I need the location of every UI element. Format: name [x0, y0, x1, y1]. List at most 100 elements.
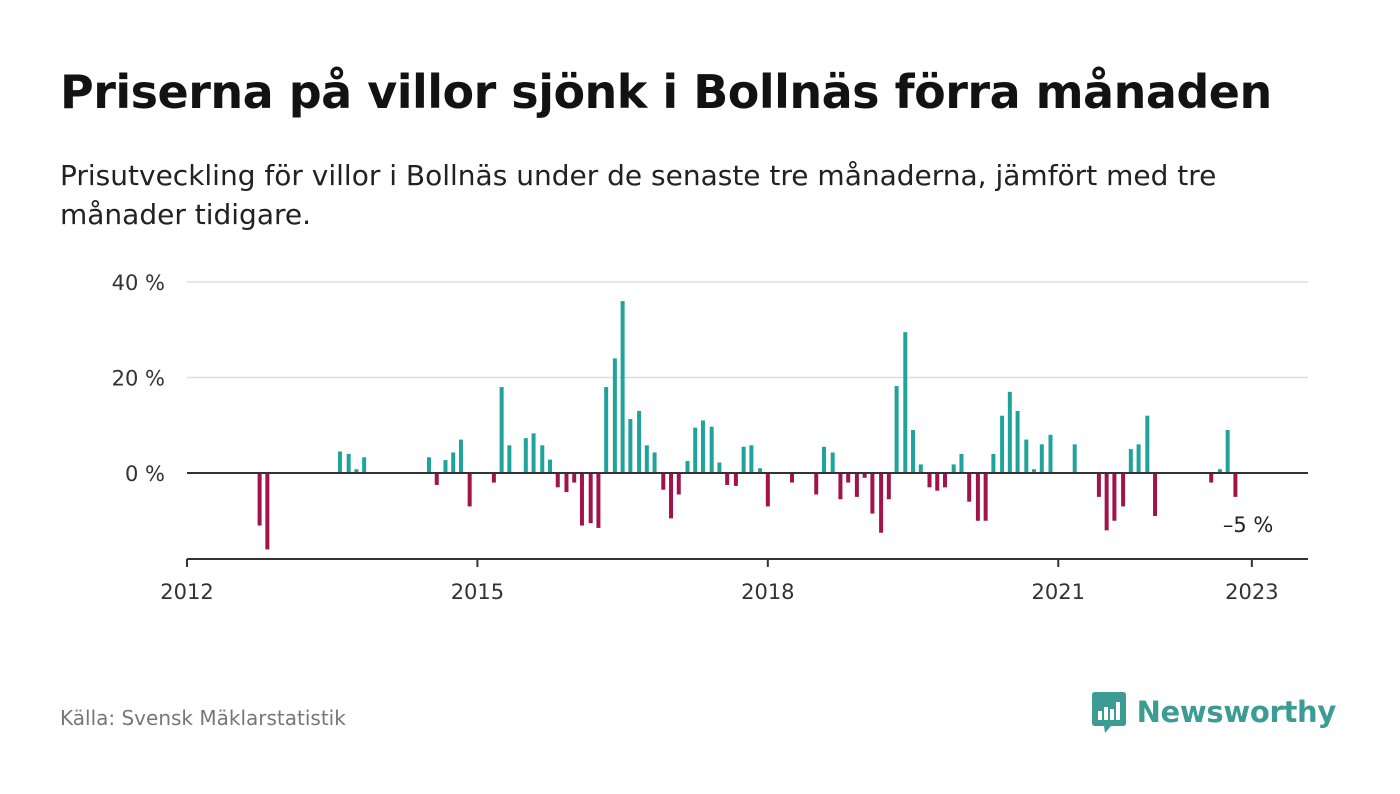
bar — [612, 358, 617, 473]
bar — [765, 473, 770, 507]
bar — [693, 427, 698, 473]
y-axis-ticks: 0 % 20 % 40 % — [112, 271, 165, 486]
bar — [854, 473, 859, 497]
x-tick-label: 2023 — [1225, 580, 1278, 604]
brand-logo[interactable]: Newsworthy — [1091, 690, 1336, 734]
bar — [741, 446, 746, 473]
bar — [846, 473, 851, 483]
bar — [830, 452, 835, 473]
bar — [676, 473, 681, 495]
bar — [620, 301, 625, 473]
bar — [1121, 473, 1126, 507]
bar — [749, 445, 754, 473]
bar — [685, 461, 690, 473]
bar — [717, 462, 722, 473]
bar — [427, 457, 432, 473]
bar — [1096, 473, 1101, 497]
bar — [548, 459, 553, 473]
bar — [758, 468, 763, 473]
bar — [1015, 410, 1020, 473]
bar — [555, 473, 560, 488]
x-tick-label: 2018 — [741, 580, 794, 604]
x-axis: 2012 2015 2018 2021 2023 — [160, 472, 1308, 604]
bar — [1039, 444, 1044, 473]
bar — [579, 473, 584, 526]
x-tick-label: 2015 — [451, 580, 504, 604]
bar — [903, 332, 908, 473]
y-tick-label: 20 % — [112, 367, 165, 391]
bar — [1136, 444, 1141, 473]
bar — [604, 387, 609, 473]
bar — [983, 473, 988, 521]
bar — [669, 473, 674, 519]
bar — [572, 473, 577, 483]
bar — [935, 473, 940, 491]
bar — [523, 438, 528, 473]
bar — [814, 473, 819, 495]
bar — [1233, 473, 1238, 497]
bar — [1007, 391, 1012, 473]
chart-subtitle: Prisutveckling för villor i Bollnäs unde… — [60, 159, 1217, 231]
bar — [458, 439, 463, 473]
bars — [257, 301, 1238, 550]
bar — [1000, 415, 1005, 473]
bar — [644, 445, 649, 473]
bar — [588, 473, 593, 524]
bar — [1072, 444, 1077, 473]
y-tick-label: 40 % — [112, 271, 165, 295]
x-tick-label: 2012 — [160, 580, 213, 604]
bar — [499, 387, 504, 473]
bar — [975, 473, 980, 521]
bar — [661, 473, 666, 490]
bar — [1145, 415, 1150, 473]
bar — [821, 446, 826, 473]
last-value-label: –5 % — [1223, 513, 1274, 537]
bar — [362, 457, 367, 473]
gridlines — [187, 281, 1308, 379]
bar — [265, 473, 270, 550]
bar — [1209, 473, 1214, 483]
bar — [790, 473, 795, 483]
bar — [540, 445, 545, 473]
bar — [959, 453, 964, 473]
bar — [564, 473, 569, 493]
bar — [451, 452, 456, 473]
bar — [942, 473, 947, 488]
y-tick-label: 0 % — [125, 462, 165, 486]
bar — [1128, 449, 1133, 473]
bar — [870, 473, 875, 514]
bar — [434, 473, 439, 485]
bar — [1104, 473, 1109, 531]
bar — [927, 473, 932, 488]
bar — [531, 433, 536, 473]
bar — [346, 453, 351, 473]
bar — [652, 452, 657, 473]
bar — [467, 473, 472, 507]
bar — [709, 426, 714, 473]
bar — [991, 453, 996, 473]
annotations: –5 % — [1223, 513, 1274, 537]
bar — [911, 430, 916, 473]
bar — [443, 460, 448, 473]
bar — [491, 473, 496, 483]
newsworthy-logo-icon — [1091, 692, 1126, 733]
bar — [886, 473, 891, 500]
bar — [257, 473, 262, 526]
bar — [862, 473, 867, 478]
bar — [354, 469, 359, 473]
bar — [918, 464, 923, 473]
bar — [637, 410, 642, 473]
bar — [337, 451, 342, 473]
bar — [1024, 439, 1029, 473]
bar — [1225, 430, 1230, 473]
bar — [725, 473, 730, 485]
source-note: Källa: Svensk Mäklarstatistik — [60, 706, 346, 730]
bar — [838, 473, 843, 500]
bar — [1112, 473, 1117, 521]
bar — [879, 473, 884, 533]
x-tick-label: 2021 — [1032, 580, 1085, 604]
bar — [951, 464, 956, 473]
bar — [733, 473, 738, 486]
bar — [596, 473, 601, 528]
